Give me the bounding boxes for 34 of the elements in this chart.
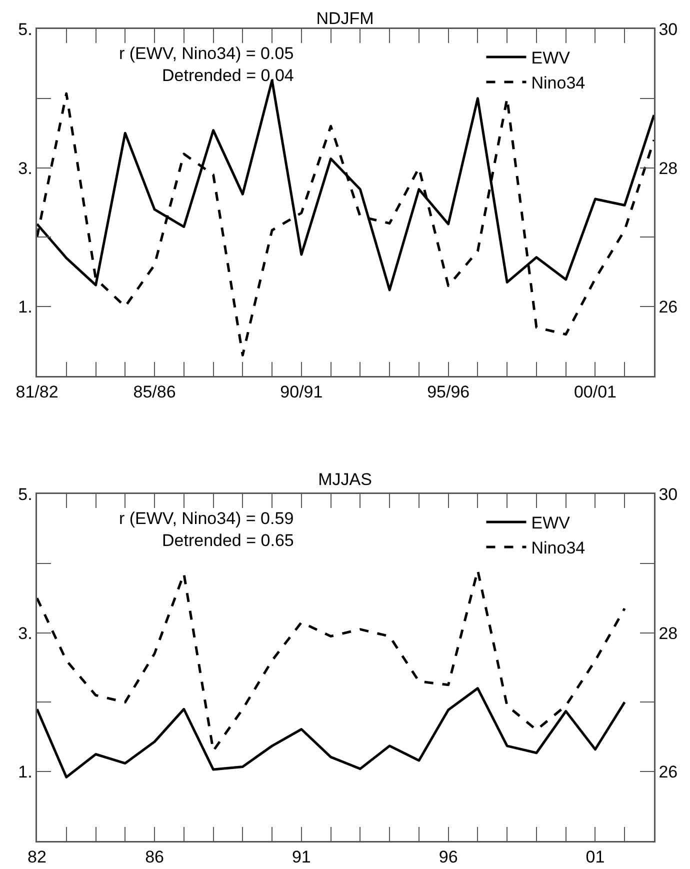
x-tick-label: 00/01 [574,382,617,402]
x-tick-label: 91 [292,848,311,867]
x-tick-label: 85/86 [133,382,176,402]
y-tick-label: 1. [18,762,32,782]
annotation: Detrended = 0.04 [162,66,294,85]
legend-label: EWV [531,514,571,533]
legend-label: Nino34 [531,74,586,93]
annotation: r (EWV, Nino34) = 0.59 [119,509,294,528]
annotation: Detrended = 0.65 [162,531,294,550]
legend-label: Nino34 [531,538,586,558]
chart-title: MJJAS [318,470,372,489]
y2-tick-label: 26 [658,762,678,782]
x-tick-label: 82 [28,848,46,867]
y2-tick-label: 30 [658,20,678,39]
y2-tick-label: 28 [658,158,678,178]
y-tick-label: 3. [18,158,32,178]
y-tick-label: 5. [18,484,32,504]
y-tick-label: 3. [18,624,32,643]
annotation: r (EWV, Nino34) = 0.05 [119,44,294,63]
y-tick-label: 5. [18,20,32,39]
x-tick-label: 81/82 [16,382,58,402]
y-tick-label: 1. [18,298,32,317]
chart-title: NDJFM [316,8,374,28]
legend-label: EWV [531,48,571,68]
y2-tick-label: 30 [658,484,678,504]
x-tick-label: 95/96 [427,382,470,402]
x-tick-label: 90/91 [280,382,323,402]
line-series [37,569,626,752]
line-series [37,687,626,778]
y2-tick-label: 26 [658,298,678,317]
x-tick-label: 86 [145,848,164,867]
x-tick-label: 96 [438,848,458,867]
x-tick-label: 01 [586,848,605,867]
y2-tick-label: 28 [658,624,678,643]
